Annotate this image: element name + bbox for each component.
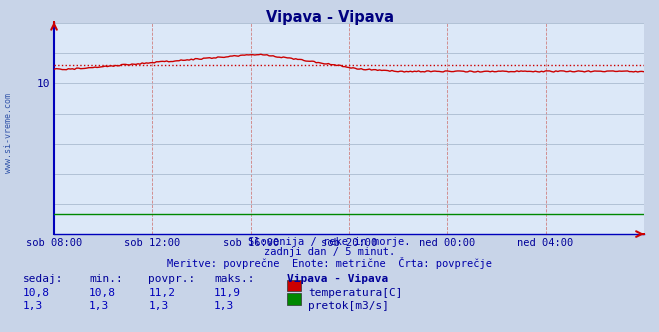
Text: Meritve: povprečne  Enote: metrične  Črta: povprečje: Meritve: povprečne Enote: metrične Črta:… bbox=[167, 257, 492, 269]
Text: 11,9: 11,9 bbox=[214, 288, 241, 298]
Text: Slovenija / reke in morje.: Slovenija / reke in morje. bbox=[248, 237, 411, 247]
Text: sedaj:: sedaj: bbox=[23, 274, 63, 284]
Text: 1,3: 1,3 bbox=[23, 301, 43, 311]
Text: Vipava - Vipava: Vipava - Vipava bbox=[287, 274, 388, 284]
Text: 1,3: 1,3 bbox=[89, 301, 109, 311]
Text: pretok[m3/s]: pretok[m3/s] bbox=[308, 301, 389, 311]
Text: maks.:: maks.: bbox=[214, 274, 254, 284]
Text: 10,8: 10,8 bbox=[23, 288, 50, 298]
Text: 10,8: 10,8 bbox=[89, 288, 116, 298]
Text: www.si-vreme.com: www.si-vreme.com bbox=[4, 93, 13, 173]
Text: 1,3: 1,3 bbox=[214, 301, 235, 311]
Text: 1,3: 1,3 bbox=[148, 301, 169, 311]
Text: Vipava - Vipava: Vipava - Vipava bbox=[266, 10, 393, 25]
Text: temperatura[C]: temperatura[C] bbox=[308, 288, 402, 298]
Text: povpr.:: povpr.: bbox=[148, 274, 196, 284]
Text: min.:: min.: bbox=[89, 274, 123, 284]
Text: 11,2: 11,2 bbox=[148, 288, 175, 298]
Text: zadnji dan / 5 minut.: zadnji dan / 5 minut. bbox=[264, 247, 395, 257]
